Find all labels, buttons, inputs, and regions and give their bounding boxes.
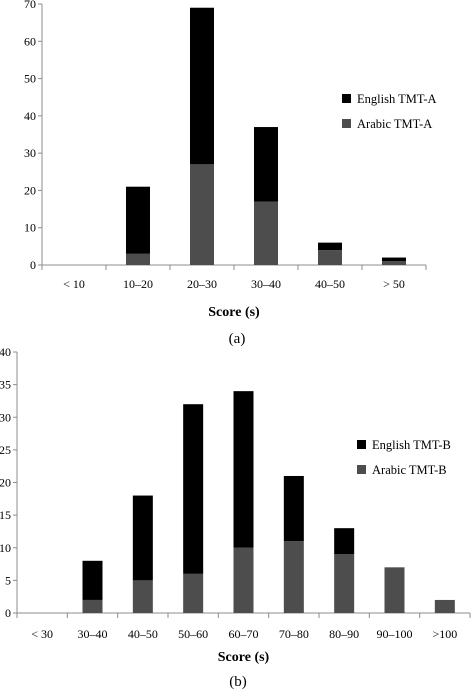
legend-swatch-english (342, 94, 351, 103)
bar-english-2 (126, 186, 150, 254)
bar-english-3 (132, 495, 153, 581)
legend: English TMT-B Arabic TMT-B (357, 438, 451, 477)
y-tick-label: 20 (0, 476, 11, 490)
bar-english-5 (318, 242, 342, 251)
x-tick-label: > 50 (383, 277, 405, 291)
bar-arabic-8 (384, 567, 405, 613)
legend-label-arabic: Arabic TMT-A (357, 117, 432, 131)
bar-arabic-2 (82, 599, 103, 613)
bar-arabic-6 (283, 541, 304, 613)
legend: English TMT-A Arabic TMT-A (342, 92, 437, 131)
bar-arabic-5 (318, 250, 342, 265)
y-tick-label: 0 (30, 258, 36, 272)
panel-label: (b) (229, 674, 247, 690)
y-tick-label: 10 (0, 541, 11, 555)
bar-english-4 (254, 127, 278, 202)
y-tick-label: 30 (0, 410, 11, 424)
x-axis-title: Score (s) (218, 650, 270, 665)
bar-arabic-6 (382, 261, 406, 265)
bar-english-3 (190, 7, 214, 165)
y-tick-label: 70 (24, 0, 36, 11)
x-tick-label: 10–20 (123, 277, 153, 291)
y-tick-label: 40 (24, 109, 36, 123)
panel-label: (a) (229, 331, 246, 347)
legend-label-english: English TMT-A (357, 92, 437, 106)
bar-english-6 (382, 257, 406, 262)
bar-english-6 (283, 475, 304, 542)
y-tick-label: 25 (0, 443, 11, 457)
legend-swatch-arabic (342, 119, 351, 128)
x-tick-label: 30–40 (251, 277, 281, 291)
x-tick-label: 70–80 (279, 627, 309, 641)
x-tick-label: 90–100 (377, 627, 413, 641)
x-tick-label: < 10 (63, 277, 85, 291)
x-tick-label: 20–30 (187, 277, 217, 291)
bar-arabic-9 (434, 599, 455, 613)
y-tick-label: 40 (0, 345, 11, 359)
bar-arabic-7 (334, 554, 355, 613)
bar-english-7 (334, 528, 355, 555)
x-tick-label: 40–50 (128, 627, 158, 641)
y-tick-label: 10 (24, 221, 36, 235)
bar-arabic-2 (126, 253, 150, 265)
bar-arabic-4 (254, 201, 278, 265)
y-tick-label: 50 (24, 72, 36, 86)
x-tick-label: 80–90 (329, 627, 359, 641)
x-tick-label: 60–70 (229, 627, 259, 641)
x-tick-label: 30–40 (78, 627, 108, 641)
x-tick-label: >100 (432, 627, 457, 641)
legend-label-english: English TMT-B (372, 438, 451, 452)
legend-swatch-arabic (357, 465, 366, 474)
y-tick-label: 30 (24, 146, 36, 160)
bar-english-5 (233, 391, 254, 548)
x-tick-label: 50–60 (178, 627, 208, 641)
y-tick-label: 0 (5, 606, 11, 620)
y-tick-label: 15 (0, 508, 11, 522)
bar-arabic-3 (132, 580, 153, 613)
x-axis-title: Score (s) (208, 305, 260, 320)
bar-arabic-4 (183, 573, 204, 613)
chart-panel-a: 0 10 20 30 40 50 60 70 < 10 10–20 20–30 30–40 40–50 >… (24, 0, 437, 347)
x-tick-label: < 30 (31, 627, 53, 641)
y-tick-label: 35 (0, 378, 11, 392)
x-tick-label: 40–50 (315, 277, 345, 291)
bar-english-2 (82, 560, 103, 600)
legend-label-arabic: Arabic TMT-B (372, 463, 447, 477)
y-tick-label: 5 (5, 573, 11, 587)
bar-arabic-3 (190, 164, 214, 265)
chart-panel-b: 0 5 10 15 20 25 30 35 40 < 30 30–40 40–50 50–60 60–70… (0, 345, 471, 690)
bar-english-4 (183, 404, 204, 574)
legend-swatch-english (357, 440, 366, 449)
bar-arabic-5 (233, 547, 254, 613)
y-tick-label: 20 (24, 183, 36, 197)
y-tick-label: 60 (24, 34, 36, 48)
